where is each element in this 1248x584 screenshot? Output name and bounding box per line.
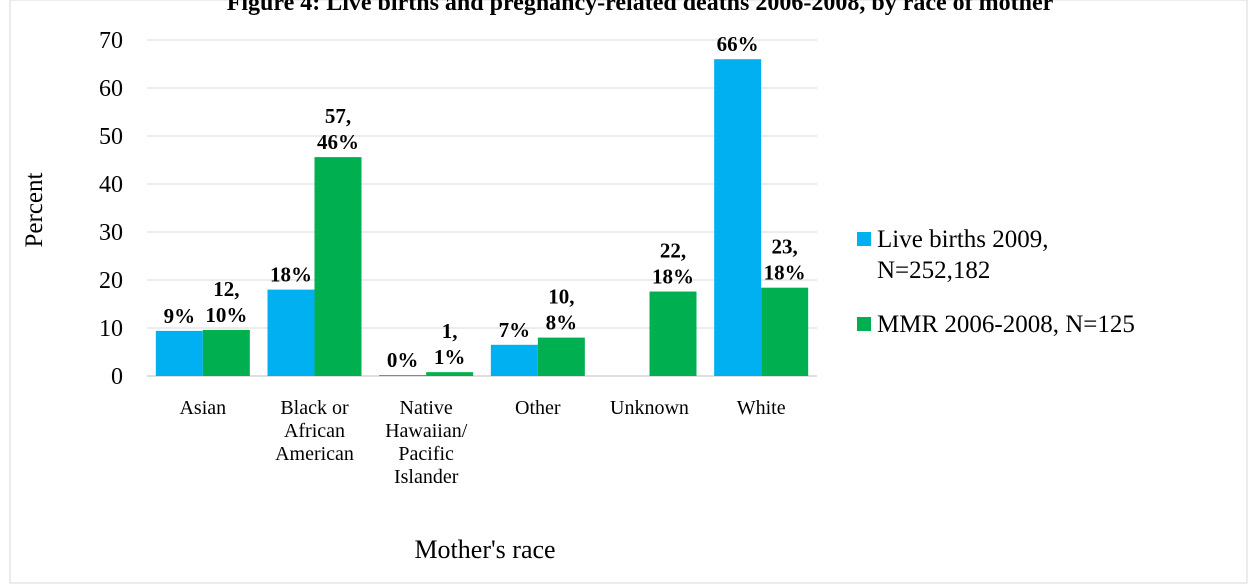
x-tick-label: Unknown (610, 397, 689, 419)
x-axis-title: Mother's race (414, 535, 555, 564)
x-tick-label: Other (515, 397, 561, 419)
bar (155, 330, 203, 376)
value-label: 22, 18% (652, 239, 694, 289)
bar (379, 375, 427, 376)
x-tick-label: Asian (179, 397, 226, 419)
bar (490, 344, 538, 376)
bar (761, 287, 809, 376)
value-label: 0% (387, 348, 419, 372)
bar (202, 329, 250, 376)
bar (649, 291, 697, 376)
value-label: 23, 18% (764, 235, 806, 285)
y-tick-label: 20 (99, 268, 123, 294)
value-label: 9% (164, 304, 196, 328)
value-label: 18% (270, 263, 312, 287)
chart-border (9, 0, 1248, 584)
bar (426, 372, 474, 376)
x-tick-label: White (737, 397, 786, 419)
y-tick-label: 50 (99, 124, 123, 150)
bar (267, 289, 315, 376)
y-tick-label: 70 (99, 28, 123, 54)
y-tick-label: 10 (99, 316, 123, 342)
value-label: 10, 8% (546, 285, 578, 335)
y-tick-label: 30 (99, 220, 123, 246)
bar (314, 157, 362, 376)
value-label: 66% (717, 32, 759, 56)
legend-swatch (857, 317, 871, 331)
y-tick-label: 0 (111, 364, 123, 390)
x-tick-label: Black or African American (275, 397, 354, 465)
x-tick-label: Native Hawaiian/Pacific Islander (385, 397, 468, 488)
bar (537, 337, 585, 376)
value-label: 1, 1% (434, 319, 466, 369)
bar (714, 59, 762, 376)
y-tick-label: 60 (99, 76, 123, 102)
y-axis-title: Percent (21, 172, 48, 247)
legend-label: Live births 2009, N=252,182 (877, 226, 1049, 284)
value-label: 12, 10% (205, 277, 247, 327)
y-tick-label: 40 (99, 172, 123, 198)
value-label: 7% (499, 318, 531, 342)
legend-label: MMR 2006-2008, N=125 (877, 311, 1135, 338)
legend-swatch (857, 232, 871, 246)
chart-title: Figure 4: Live births and pregnancy-rela… (227, 0, 1054, 16)
value-label: 57, 46% (317, 104, 359, 154)
